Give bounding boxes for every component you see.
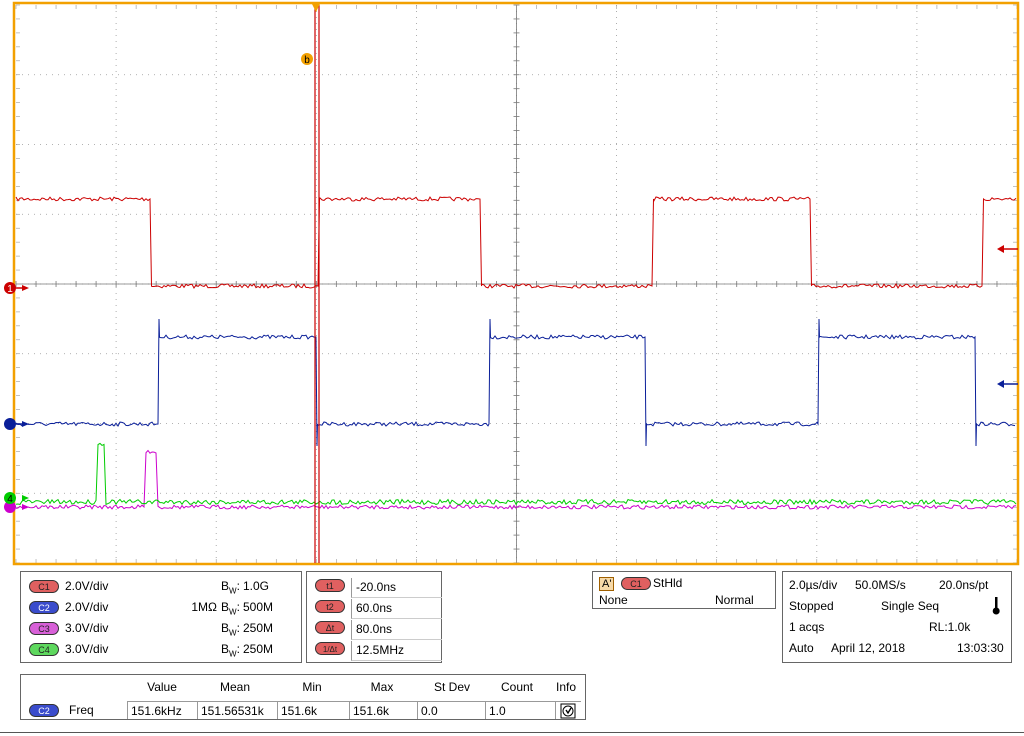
display-frame xyxy=(12,1,1020,566)
meas-header-mean: Mean xyxy=(219,680,251,694)
info-icon xyxy=(560,703,576,719)
channel-1-bw-label: BW: xyxy=(221,579,240,596)
cursor-t2-badge[interactable]: t2 xyxy=(315,600,345,614)
meas-cell-max: 151.6k xyxy=(349,701,417,719)
acquisition-time: 13:03:30 xyxy=(957,641,1004,655)
oscilloscope-display[interactable]: b 1 4 xyxy=(0,0,1024,570)
svg-text:1: 1 xyxy=(7,284,13,295)
channel-2-bw-value: 500M xyxy=(243,600,274,614)
cursor-delta-badge[interactable]: Δt xyxy=(315,621,345,635)
channel-1-trace xyxy=(15,196,1017,290)
meas-source-badge[interactable]: C2 xyxy=(29,704,59,717)
channel-1-bw-value: 1.0G xyxy=(243,579,270,593)
meas-cell-value: 151.6kHz xyxy=(127,701,197,719)
cursor-t2-value: 60.0ns xyxy=(351,599,442,619)
trigger-mode: Auto xyxy=(789,641,814,655)
channel-4-bw-label: BW: xyxy=(221,642,240,659)
meas-header-stdev: St Dev xyxy=(433,680,470,694)
waveform-traces xyxy=(15,196,1017,510)
channel-1-row[interactable]: C1 2.0V/div BW: 1.0G xyxy=(29,578,289,595)
meas-cell-mean: 151.56531k xyxy=(197,701,277,719)
meas-cell-stdev: 0.0 xyxy=(417,701,485,719)
acquisition-panel[interactable]: 2.0µs/div 50.0MS/s 20.0ns/pt Stopped Sin… xyxy=(782,571,1012,663)
meas-info-button[interactable] xyxy=(555,701,581,719)
bottom-border xyxy=(0,732,1024,733)
channel-3-bw-label: BW: xyxy=(221,621,240,638)
record-length: RL:1.0k xyxy=(929,620,971,634)
channel-1-badge[interactable]: C1 xyxy=(29,580,59,594)
acquisition-state: Stopped xyxy=(789,599,834,613)
trigger-mode-label: StHld xyxy=(653,576,683,590)
ch3-level-marker[interactable] xyxy=(4,501,29,513)
meas-cell-count: 1.0 xyxy=(485,701,555,719)
channel-4-bw-value: 250M xyxy=(243,642,274,656)
acquisition-date: April 12, 2018 xyxy=(831,641,906,655)
cursor-t1-row[interactable]: t1 -20.0ns xyxy=(315,578,442,598)
meas-header-count: Count xyxy=(500,680,534,694)
sequence-mode: Single Seq xyxy=(881,599,940,613)
resolution: 20.0ns/pt xyxy=(939,578,989,592)
channel-3-trace xyxy=(15,449,1017,510)
channel-2-bw-label: BW: xyxy=(221,600,240,617)
timebase: 2.0µs/div xyxy=(789,578,838,592)
cursor-readout-panel: t1 -20.0ns t2 60.0ns Δt 80.0ns 1/Δt 12.5… xyxy=(306,571,442,663)
channel-3-scale: 3.0V/div xyxy=(65,621,109,635)
channel-2-trace xyxy=(15,318,1016,447)
cursor-inverse-delta-row[interactable]: 1/Δt 12.5MHz xyxy=(315,641,442,661)
channel-2-scale: 2.0V/div xyxy=(65,600,109,614)
cursor-b-marker[interactable]: b xyxy=(301,53,313,66)
ch1-trigger-level-arrow[interactable] xyxy=(997,245,1018,253)
cursor-delta-value: 80.0ns xyxy=(351,620,442,640)
sample-rate: 50.0MS/s xyxy=(855,578,906,592)
cursor-t1-badge[interactable]: t1 xyxy=(315,579,345,593)
channel-2-badge[interactable]: C2 xyxy=(29,601,59,615)
meas-name: Freq xyxy=(69,703,94,717)
trigger-position-marker[interactable] xyxy=(312,4,320,12)
channel-1-scale: 2.0V/div xyxy=(65,579,109,593)
channel-2-row[interactable]: C2 2.0V/div 1MΩ BW: 500M xyxy=(29,599,289,616)
meas-header-min: Min xyxy=(302,680,322,694)
meas-header-info: Info xyxy=(555,680,576,694)
channel-2-impedance: 1MΩ xyxy=(191,600,217,614)
channel-3-row[interactable]: C3 3.0V/div BW: 250M xyxy=(29,620,289,637)
acquisition-count: 1 acqs xyxy=(789,620,825,634)
ch2-offscreen-arrow[interactable] xyxy=(997,380,1018,388)
cursor-t1-value: -20.0ns xyxy=(351,578,442,598)
trigger-type: Normal xyxy=(715,593,754,607)
channel-settings-panel: C1 2.0V/div BW: 1.0G C2 2.0V/div 1MΩ BW:… xyxy=(20,571,302,663)
ch1-level-marker[interactable]: 1 xyxy=(4,282,29,295)
trigger-panel[interactable]: A' C1 StHld None Normal xyxy=(592,571,776,609)
meas-header-max: Max xyxy=(370,680,394,694)
graticule xyxy=(15,4,1018,564)
channel-4-scale: 3.0V/div xyxy=(65,642,109,656)
trigger-a-label: A' xyxy=(599,577,615,591)
channel-3-bw-value: 250M xyxy=(243,621,274,635)
trigger-coupling: None xyxy=(599,593,628,607)
channel-3-badge[interactable]: C3 xyxy=(29,622,59,636)
meas-header-value: Value xyxy=(147,680,177,694)
channel-4-trace xyxy=(15,442,1017,506)
measurement-panel: Value Mean Min Max St Dev Count Info C2 … xyxy=(20,674,586,720)
channel-4-badge[interactable]: C4 xyxy=(29,643,59,657)
trigger-source-badge[interactable]: C1 xyxy=(621,577,651,590)
meas-cell-min: 151.6k xyxy=(277,701,349,719)
ch4-level-marker[interactable]: 4 xyxy=(4,492,29,505)
ch2-level-marker[interactable] xyxy=(4,418,29,430)
channel-4-row[interactable]: C4 3.0V/div BW: 250M xyxy=(29,641,289,658)
cursor-delta-row[interactable]: Δt 80.0ns xyxy=(315,620,442,640)
thermometer-icon xyxy=(991,596,1001,616)
cursor-inverse-delta-badge[interactable]: 1/Δt xyxy=(315,642,345,656)
cursor-t2-row[interactable]: t2 60.0ns xyxy=(315,599,442,619)
svg-text:4: 4 xyxy=(7,494,13,505)
cursor-inverse-delta-value: 12.5MHz xyxy=(351,641,442,661)
svg-text:b: b xyxy=(304,55,310,66)
